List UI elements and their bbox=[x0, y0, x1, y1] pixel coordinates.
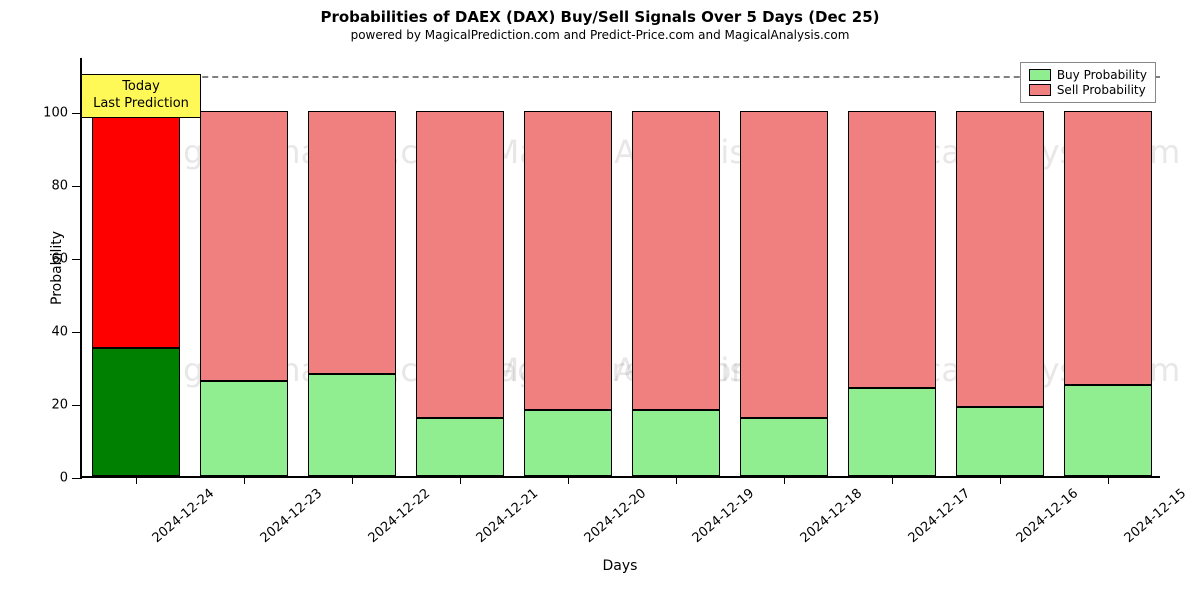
legend-item: Sell Probability bbox=[1029, 83, 1147, 97]
y-tick-label: 80 bbox=[51, 178, 68, 193]
sell-bar bbox=[632, 111, 721, 410]
today-annotation: TodayLast Prediction bbox=[81, 74, 201, 118]
x-axis-label: Days bbox=[603, 558, 638, 574]
buy-bar bbox=[956, 407, 1045, 476]
bar-group bbox=[740, 56, 829, 476]
x-tick-label: 2024-12-15 bbox=[1122, 486, 1190, 546]
buy-bar bbox=[632, 410, 721, 476]
x-tick-label: 2024-12-19 bbox=[690, 486, 758, 546]
buy-bar bbox=[848, 388, 937, 476]
legend: Buy ProbabilitySell Probability bbox=[1020, 62, 1156, 103]
annotation-line2: Last Prediction bbox=[92, 96, 190, 113]
sell-bar bbox=[956, 111, 1045, 407]
legend-label: Sell Probability bbox=[1057, 83, 1146, 97]
annotation-line1: Today bbox=[92, 79, 190, 96]
bar-group bbox=[956, 56, 1045, 476]
legend-item: Buy Probability bbox=[1029, 68, 1147, 82]
sell-bar bbox=[524, 111, 613, 410]
legend-swatch bbox=[1029, 69, 1051, 81]
buy-bar bbox=[740, 418, 829, 476]
bar-group bbox=[524, 56, 613, 476]
x-tick-label: 2024-12-22 bbox=[366, 486, 434, 546]
x-tick-label: 2024-12-17 bbox=[906, 486, 974, 546]
bar-group bbox=[92, 56, 181, 476]
sell-bar bbox=[308, 111, 397, 374]
x-tick-label: 2024-12-18 bbox=[798, 486, 866, 546]
buy-bar bbox=[308, 374, 397, 476]
sell-bar bbox=[848, 111, 937, 389]
legend-label: Buy Probability bbox=[1057, 68, 1147, 82]
bar-group bbox=[416, 56, 505, 476]
y-tick-label: 100 bbox=[43, 105, 68, 120]
sell-bar bbox=[740, 111, 829, 418]
bar-group bbox=[1064, 56, 1153, 476]
y-tick-label: 0 bbox=[60, 471, 68, 486]
bar-group bbox=[632, 56, 721, 476]
buy-bar bbox=[92, 348, 181, 476]
bar-group bbox=[200, 56, 289, 476]
bar-group bbox=[308, 56, 397, 476]
plot-area: 020406080100MagicalAnalysis.comMagicalAn… bbox=[80, 58, 1160, 478]
y-axis-label: Probability bbox=[49, 231, 65, 305]
y-tick-label: 20 bbox=[51, 397, 68, 412]
sell-bar bbox=[1064, 111, 1153, 385]
sell-bar bbox=[200, 111, 289, 381]
legend-swatch bbox=[1029, 84, 1051, 96]
bar-group bbox=[848, 56, 937, 476]
buy-bar bbox=[200, 381, 289, 476]
x-tick-label: 2024-12-16 bbox=[1014, 486, 1082, 546]
buy-bar bbox=[524, 410, 613, 476]
x-tick-label: 2024-12-24 bbox=[150, 486, 218, 546]
buy-bar bbox=[416, 418, 505, 476]
chart-title: Probabilities of DAEX (DAX) Buy/Sell Sig… bbox=[0, 0, 1200, 26]
x-tick-label: 2024-12-20 bbox=[582, 486, 650, 546]
x-tick-label: 2024-12-23 bbox=[258, 486, 326, 546]
y-tick-label: 40 bbox=[51, 324, 68, 339]
sell-bar bbox=[416, 111, 505, 418]
x-tick-label: 2024-12-21 bbox=[474, 486, 542, 546]
chart-subtitle: powered by MagicalPrediction.com and Pre… bbox=[0, 26, 1200, 42]
buy-bar bbox=[1064, 385, 1153, 476]
chart-container: { "chart": { "type": "stacked-bar", "tit… bbox=[0, 0, 1200, 600]
sell-bar bbox=[92, 111, 181, 348]
